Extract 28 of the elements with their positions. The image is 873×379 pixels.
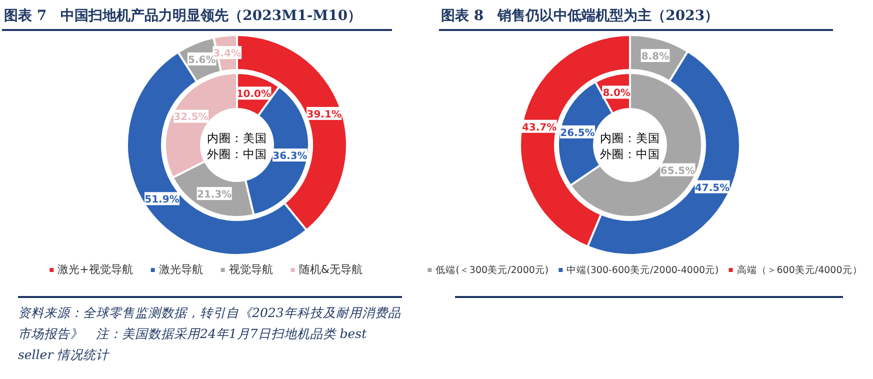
data-label: 5.6%	[188, 54, 216, 66]
text: 外圈：中国	[207, 147, 267, 161]
legend-label: 激光导航	[158, 263, 203, 276]
data-label: 51.9%	[144, 194, 180, 206]
data-label: 43.7%	[522, 122, 557, 134]
data-label: 36.3%	[272, 151, 308, 162]
legend-label: 激光+视觉导航	[58, 263, 133, 276]
legend-label: 中端(300-600美元/2000-4000元)	[566, 264, 719, 276]
data-label: 47.5%	[694, 182, 730, 194]
data-label: 26.5%	[560, 128, 595, 139]
data-label: 10.0%	[236, 89, 272, 100]
data-label: 8.0%	[602, 88, 630, 100]
legend-label: 视觉导航	[228, 263, 273, 276]
text: 内圈：美国	[207, 131, 267, 145]
chart-title: 图表 7 中国扫地机产品力明显领先（2023M1-M10）	[4, 7, 362, 24]
data-label: 39.1%	[306, 109, 342, 120]
data-label: 65.5%	[660, 166, 696, 177]
legend-label: 低端(＜300美元/2000元)	[436, 264, 549, 276]
data-label: 3.4%	[213, 48, 242, 60]
data-label: 32.5%	[174, 112, 208, 124]
data-label: 8.8%	[641, 52, 670, 63]
text: 资料来源：全球零售监测数据，转引自《2023年科技及耐用消费品市场报告》 注：美国数据采用24年1月7日扫地机品类 best seller 情况统计	[18, 304, 402, 364]
legend-label: 随机&无导航	[298, 263, 362, 276]
text: 内圈：美国	[600, 131, 660, 145]
data-label: 21.3%	[196, 190, 232, 201]
legend-label: 高端（＞600美元/4000元）	[736, 264, 862, 276]
chart-title: 图表 8 销售仍以中低端机型为主（2023）	[441, 7, 719, 24]
text: 外圈：中国	[600, 147, 660, 161]
